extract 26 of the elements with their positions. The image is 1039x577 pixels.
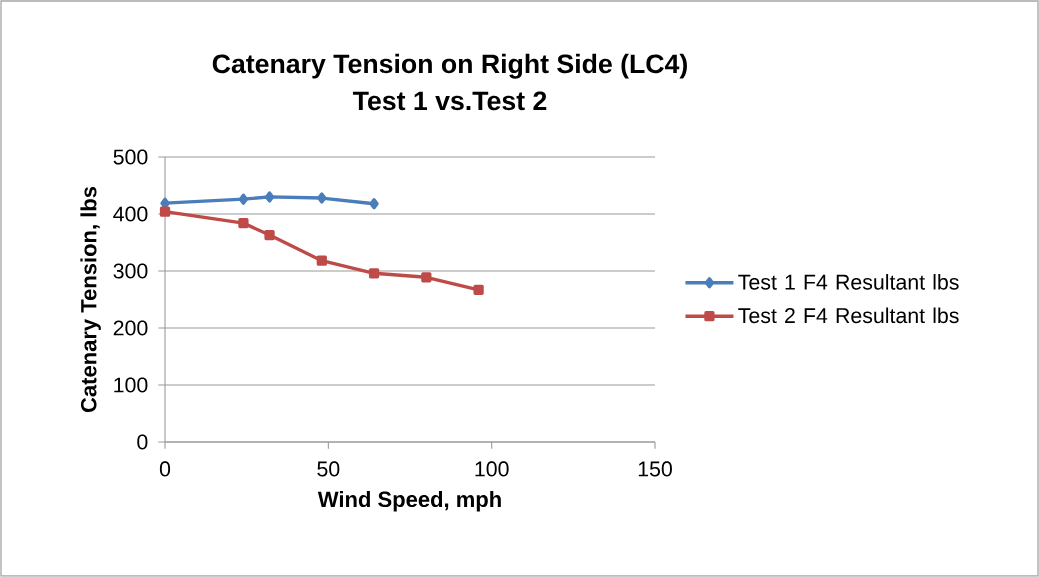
point xyxy=(369,198,379,210)
x-tick-label: 150 xyxy=(638,461,672,477)
y-tick-label: 400 xyxy=(113,206,148,222)
point xyxy=(421,272,432,283)
point xyxy=(317,192,327,204)
point xyxy=(264,229,275,241)
point xyxy=(238,217,249,229)
point xyxy=(159,206,171,217)
x-axis-title: Wind Speed, mph xyxy=(317,490,501,512)
y-tick-label: 300 xyxy=(113,263,148,279)
point xyxy=(473,284,484,295)
x-tick-label: 100 xyxy=(475,461,509,477)
chart-title: Catenary Tension on Right Side (LC4) Test 1 vs.Test 2 xyxy=(212,53,687,111)
legend-label: Test 2 F4 Resultant lbs xyxy=(738,307,959,324)
legend-label: Test 1 F4 Resultant lbs xyxy=(738,274,959,290)
point xyxy=(368,268,380,279)
x-tick-label: 50 xyxy=(317,461,340,477)
y-tick-label: 200 xyxy=(113,320,148,336)
point xyxy=(316,255,327,266)
y-tick-label: 0 xyxy=(137,434,148,450)
point xyxy=(264,191,275,203)
y-tick-label: 500 xyxy=(113,149,148,165)
x-tick-label: 0 xyxy=(159,461,171,477)
point xyxy=(238,193,249,205)
y-axis-title: Catenary Tension, lbs xyxy=(80,186,101,413)
y-tick-label: 100 xyxy=(114,377,148,393)
